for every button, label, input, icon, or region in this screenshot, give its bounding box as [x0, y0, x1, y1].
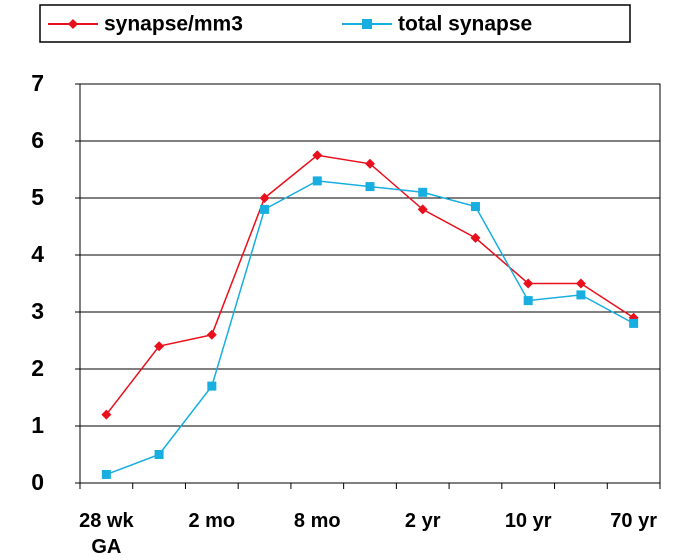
legend-marker [362, 19, 372, 29]
point [365, 182, 375, 192]
y-tick-label: 7 [31, 70, 44, 96]
point [470, 202, 480, 212]
legend-marker [68, 19, 78, 29]
legend-label: total synapse [398, 13, 532, 36]
x-tick-label: 28 wk GA [79, 510, 134, 558]
point [576, 290, 586, 300]
point [259, 193, 270, 203]
point [260, 204, 270, 214]
point [206, 329, 217, 340]
point [154, 341, 165, 352]
y-tick-label: 1 [31, 412, 44, 438]
y-tick-label: 5 [31, 184, 44, 210]
point [629, 318, 639, 328]
y-tick-label: 2 [31, 355, 44, 381]
point [312, 176, 322, 186]
legend-label: synapse/mm3 [104, 13, 243, 36]
point [207, 381, 217, 391]
x-tick-label: 70 yr [610, 510, 657, 532]
y-tick-label: 0 [31, 469, 44, 495]
x-tick-label: 8 mo [293, 510, 341, 532]
point [101, 409, 112, 420]
point [523, 278, 534, 289]
point [470, 232, 481, 243]
point [523, 296, 533, 306]
x-tick-label: 10 yr [504, 510, 552, 532]
point [312, 150, 323, 161]
point [101, 469, 111, 479]
x-tick-label: 2 mo [188, 510, 236, 532]
legend-box [39, 4, 631, 43]
point [154, 450, 164, 459]
point [365, 158, 375, 169]
x-tick-label: 2 yr [404, 510, 441, 532]
y-tick-label: 6 [31, 127, 44, 153]
y-tick-label: 3 [31, 298, 44, 324]
point [417, 204, 428, 215]
point [575, 278, 586, 289]
y-tick-label: 4 [31, 241, 44, 267]
point [418, 187, 428, 197]
